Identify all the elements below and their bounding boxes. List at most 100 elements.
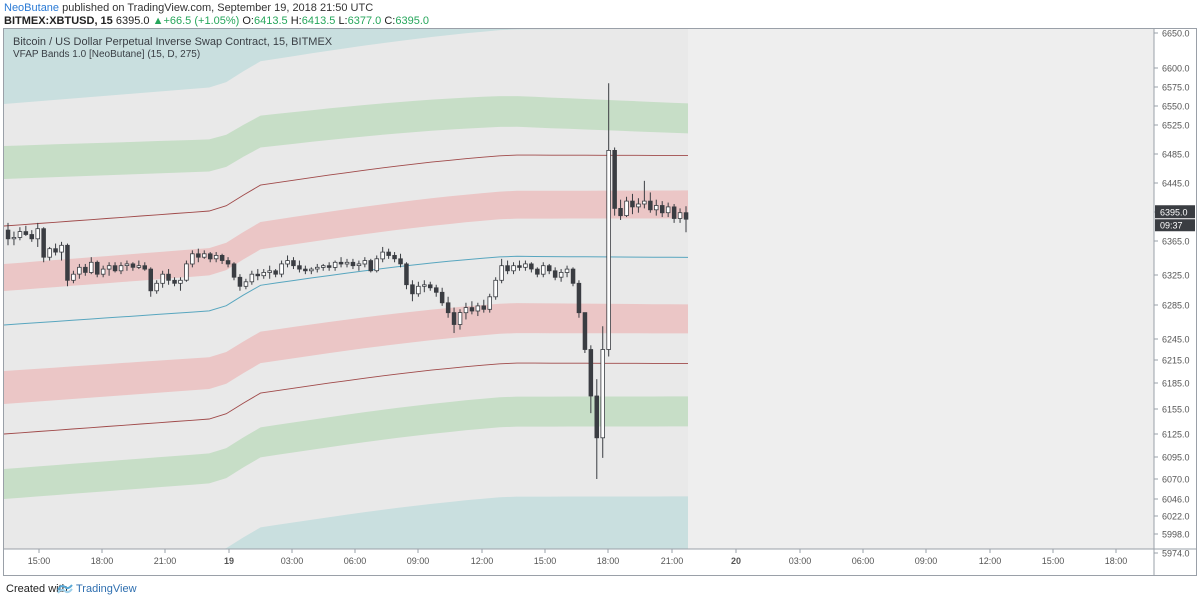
- candle-body[interactable]: [106, 265, 112, 270]
- candle-body[interactable]: [618, 207, 623, 217]
- price-chart[interactable]: 6650.0 6600.0 6575.0 6550.0 6525.0 6485.0 6445…: [4, 29, 1196, 575]
- candle-body[interactable]: [457, 312, 463, 325]
- candle-body[interactable]: [124, 263, 130, 266]
- candle-body[interactable]: [83, 266, 88, 273]
- candle-body[interactable]: [136, 265, 142, 268]
- candle-body[interactable]: [11, 236, 17, 240]
- candle-body[interactable]: [255, 273, 260, 277]
- candle-body[interactable]: [130, 263, 136, 268]
- candle-body[interactable]: [410, 284, 415, 295]
- candle-body[interactable]: [166, 273, 171, 281]
- candle-body[interactable]: [89, 261, 94, 273]
- candle-body[interactable]: [219, 254, 225, 261]
- candle-body[interactable]: [47, 248, 52, 258]
- indicator-label[interactable]: VFAP Bands 1.0 [NeoButane] (15, D, 275): [13, 49, 201, 60]
- candle-body[interactable]: [600, 349, 606, 439]
- candle-body[interactable]: [291, 260, 296, 267]
- candle-body[interactable]: [100, 268, 106, 275]
- candle-body[interactable]: [356, 263, 362, 266]
- candle-body[interactable]: [493, 279, 498, 298]
- candle-body[interactable]: [196, 253, 201, 258]
- candle-body[interactable]: [154, 282, 159, 292]
- candle-body[interactable]: [314, 266, 320, 270]
- candle-body[interactable]: [630, 200, 635, 208]
- candle-body[interactable]: [17, 231, 23, 238]
- candle-body[interactable]: [297, 265, 302, 270]
- candle-body[interactable]: [523, 263, 528, 268]
- candle-body[interactable]: [273, 270, 278, 275]
- candle-body[interactable]: [422, 284, 427, 287]
- candle-body[interactable]: [505, 265, 510, 272]
- candle-body[interactable]: [529, 263, 534, 270]
- candle-body[interactable]: [671, 206, 677, 219]
- candle-body[interactable]: [309, 268, 314, 272]
- candle-body[interactable]: [35, 228, 40, 240]
- candle-body[interactable]: [541, 265, 546, 275]
- candle-body[interactable]: [225, 260, 231, 265]
- candle-body[interactable]: [499, 265, 504, 281]
- candle-body[interactable]: [237, 276, 243, 287]
- candle-body[interactable]: [427, 284, 433, 289]
- candle-body[interactable]: [59, 244, 64, 253]
- candle-body[interactable]: [41, 228, 46, 258]
- candle-body[interactable]: [29, 234, 34, 240]
- candle-body[interactable]: [665, 206, 671, 214]
- candle-body[interactable]: [368, 260, 373, 272]
- candle-body[interactable]: [624, 200, 629, 217]
- candle-body[interactable]: [451, 312, 457, 325]
- candle-body[interactable]: [433, 287, 439, 293]
- candle-body[interactable]: [344, 261, 350, 265]
- candle-body[interactable]: [142, 265, 147, 270]
- candle-body[interactable]: [249, 273, 255, 283]
- candle-body[interactable]: [350, 261, 356, 267]
- candle-body[interactable]: [112, 265, 118, 272]
- candle-body[interactable]: [320, 265, 326, 268]
- candle-body[interactable]: [71, 273, 76, 281]
- candle-body[interactable]: [5, 229, 11, 240]
- candle-body[interactable]: [517, 265, 522, 268]
- candle-body[interactable]: [267, 270, 272, 273]
- candle-body[interactable]: [552, 270, 558, 278]
- candle-body[interactable]: [576, 282, 582, 314]
- candle-body[interactable]: [172, 279, 177, 284]
- candle-body[interactable]: [404, 263, 409, 286]
- candle-body[interactable]: [416, 285, 421, 295]
- candle-body[interactable]: [469, 307, 475, 312]
- candle-body[interactable]: [332, 261, 338, 268]
- candle-body[interactable]: [535, 268, 540, 275]
- candle-body[interactable]: [190, 253, 195, 265]
- candle-body[interactable]: [77, 266, 82, 275]
- candle-body[interactable]: [243, 281, 249, 287]
- candle-body[interactable]: [475, 305, 481, 312]
- candle-body[interactable]: [374, 258, 379, 272]
- candle-body[interactable]: [481, 305, 486, 310]
- candle-body[interactable]: [588, 349, 594, 397]
- tradingview-logo-icon[interactable]: [57, 582, 73, 596]
- candle-body[interactable]: [445, 302, 451, 314]
- candle-body[interactable]: [606, 150, 611, 350]
- chart-frame[interactable]: 6650.0 6600.0 6575.0 6550.0 6525.0 6485.0 6445…: [3, 28, 1197, 576]
- candle-body[interactable]: [683, 212, 689, 220]
- candle-body[interactable]: [285, 260, 290, 265]
- candle-body[interactable]: [677, 212, 683, 219]
- candle-body[interactable]: [118, 265, 124, 272]
- candle-body[interactable]: [148, 268, 153, 292]
- candle-body[interactable]: [547, 265, 552, 272]
- candle-body[interactable]: [231, 263, 237, 278]
- candle-body[interactable]: [160, 273, 165, 284]
- candle-body[interactable]: [65, 244, 70, 281]
- candle-body[interactable]: [582, 312, 588, 350]
- candle-body[interactable]: [279, 263, 284, 275]
- candle-body[interactable]: [463, 307, 469, 314]
- candle-body[interactable]: [23, 231, 29, 235]
- candle-body[interactable]: [564, 268, 570, 273]
- candle-body[interactable]: [95, 261, 100, 275]
- tradingview-brand[interactable]: TradingView: [76, 583, 137, 595]
- candle-body[interactable]: [201, 253, 207, 258]
- candle-body[interactable]: [326, 265, 332, 268]
- candle-body[interactable]: [53, 248, 58, 253]
- candle-body[interactable]: [594, 395, 600, 439]
- candle-body[interactable]: [392, 254, 397, 260]
- candle-body[interactable]: [362, 260, 368, 265]
- candle-body[interactable]: [380, 251, 385, 260]
